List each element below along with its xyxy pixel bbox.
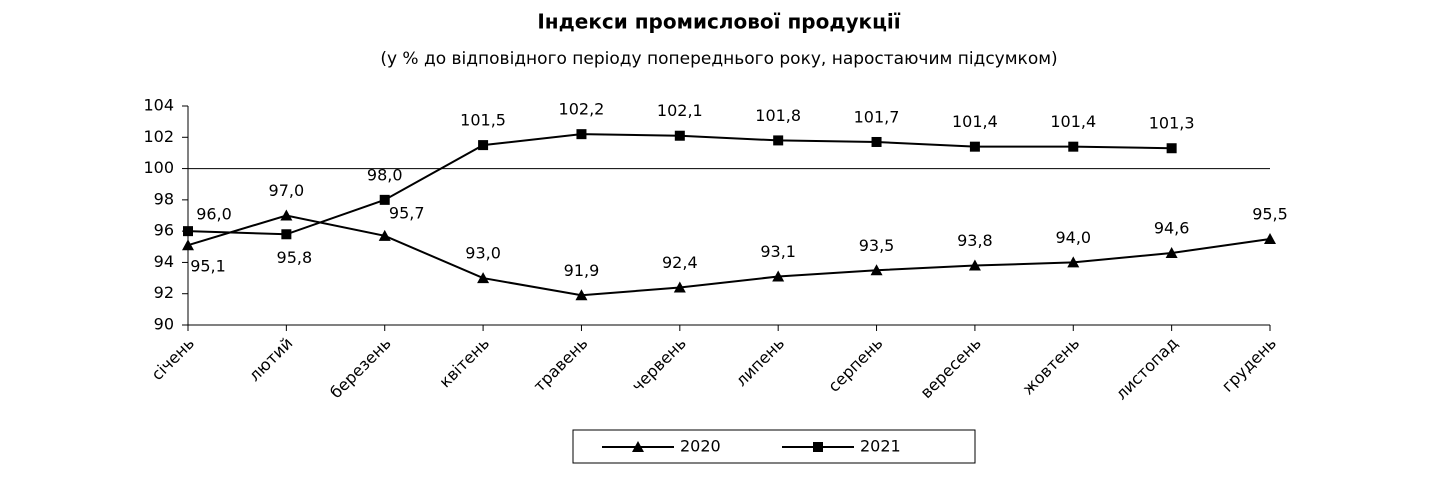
data-label: 102,1 <box>657 101 703 120</box>
point <box>1067 256 1080 268</box>
point <box>674 130 685 141</box>
legend-label: 2021 <box>860 437 901 456</box>
x-tick-label: липень <box>732 334 788 390</box>
x-tick-label: травень <box>530 334 592 396</box>
data-label: 101,5 <box>460 111 506 130</box>
point <box>968 259 981 271</box>
chart-subtitle: (у % до відповідного періоду попередньог… <box>380 49 1057 69</box>
data-label: 93,1 <box>760 242 796 261</box>
point <box>379 194 390 205</box>
x-tick-label: вересень <box>916 334 984 402</box>
x-tick-label: серпень <box>824 334 886 396</box>
data-label: 94,0 <box>1055 228 1091 247</box>
point <box>182 239 194 251</box>
point <box>280 209 293 221</box>
point <box>969 141 980 152</box>
point <box>1166 143 1177 154</box>
data-label: 101,7 <box>854 107 900 126</box>
data-label: 92,4 <box>662 253 698 272</box>
point <box>478 140 489 151</box>
series-line <box>187 133 1172 236</box>
x-tick-label: червень <box>628 334 690 396</box>
data-label: 93,0 <box>465 244 501 263</box>
point <box>673 281 686 293</box>
y-tick-label: 100 <box>143 158 174 177</box>
y-tick-label: 96 <box>154 221 174 240</box>
series-line <box>187 214 1271 297</box>
data-label: 101,8 <box>755 106 801 125</box>
data-label: 95,5 <box>1252 204 1288 223</box>
point <box>1068 141 1079 152</box>
x-tick-label: січень <box>147 334 198 385</box>
x-tick-label: квітень <box>435 334 493 392</box>
data-label: 95,8 <box>277 248 313 267</box>
point <box>1165 247 1178 259</box>
x-tick-label: грудень <box>1218 334 1280 396</box>
data-label: 93,5 <box>859 236 895 255</box>
chart-title: Індекси промислової продукції <box>537 10 900 34</box>
y-tick-label: 104 <box>143 96 174 115</box>
data-label: 91,9 <box>564 261 600 280</box>
point <box>281 229 292 240</box>
y-tick-label: 92 <box>154 283 174 302</box>
y-tick-label: 90 <box>154 315 174 334</box>
point <box>378 229 391 241</box>
data-label: 94,6 <box>1154 219 1190 238</box>
point <box>477 272 490 284</box>
x-tick-label: лютий <box>245 334 296 385</box>
point <box>773 135 784 146</box>
data-label: 101,4 <box>1050 112 1096 131</box>
x-tick-label: березень <box>326 334 395 403</box>
data-label: 101,4 <box>952 112 998 131</box>
legend-marker <box>632 441 644 452</box>
data-label: 102,2 <box>559 100 605 119</box>
point <box>1264 232 1276 244</box>
point <box>871 136 882 147</box>
y-tick-label: 94 <box>154 252 174 271</box>
point <box>772 270 785 282</box>
point <box>576 129 587 140</box>
legend-label: 2020 <box>680 437 721 456</box>
data-label: 96,0 <box>196 205 232 224</box>
x-tick-label: листопад <box>1112 334 1182 404</box>
point <box>870 264 883 276</box>
data-label: 95,7 <box>389 203 425 222</box>
point <box>575 289 588 301</box>
y-tick-label: 98 <box>154 189 174 208</box>
point <box>183 226 193 237</box>
x-tick-label: жовтень <box>1018 334 1083 399</box>
data-label: 98,0 <box>367 165 403 184</box>
data-label: 95,1 <box>190 257 226 276</box>
legend-marker <box>813 442 823 452</box>
y-tick-label: 102 <box>143 127 174 146</box>
data-label: 93,8 <box>957 231 993 250</box>
data-label: 101,3 <box>1149 114 1195 133</box>
data-label: 97,0 <box>269 181 305 200</box>
